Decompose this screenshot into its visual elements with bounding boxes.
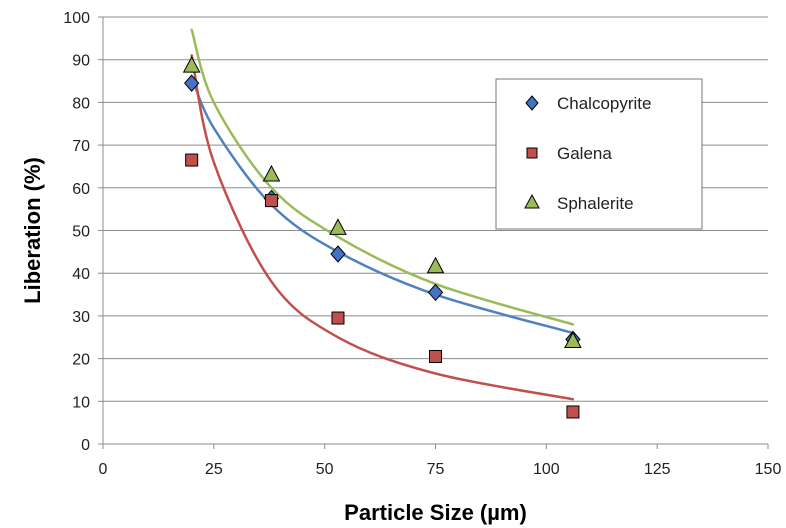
legend-label-sphalerite: Sphalerite [557,194,634,213]
point-galena-106 [566,405,580,419]
x-tick-label-25: 25 [205,461,223,478]
point-sphalerite-38 [262,164,281,182]
point-sphalerite-20 [182,56,201,73]
point-chalcopyrite-20 [184,74,200,92]
y-tick-label-10: 10 [72,394,90,411]
x-tick-label-0: 0 [99,461,108,478]
x-tick-label-150: 150 [755,461,782,478]
x-tick-label-125: 125 [644,461,671,478]
y-tick-label-50: 50 [72,224,90,241]
y-tick-label-40: 40 [72,266,90,283]
x-tick-label-75: 75 [427,461,445,478]
legend-marker-chalcopyrite [525,95,539,111]
legend-marker-sphalerite [524,193,540,209]
point-galena-53 [331,311,345,325]
y-tick-label-0: 0 [81,437,90,454]
legend: Chalcopyrite Galena Sphalerite [495,78,703,230]
legend-marker-galena [526,147,538,159]
point-chalcopyrite-75 [427,283,444,302]
y-axis-title: Liberation (%) [20,157,45,304]
x-tick-label-50: 50 [316,461,334,478]
x-axis-title: Particle Size (µm) [344,500,527,525]
legend-label-galena: Galena [557,144,612,163]
y-tick-label-90: 90 [72,53,90,70]
data-points [182,56,582,419]
point-chalcopyrite-53 [330,245,346,263]
y-tick-label-100: 100 [63,10,90,27]
trendline-chalcopyrite [190,75,575,335]
x-tick-label-100: 100 [533,461,560,478]
y-tick-label-30: 30 [72,309,90,326]
legend-label-chalcopyrite: Chalcopyrite [557,94,652,113]
y-tick-label-70: 70 [72,138,90,155]
y-tick-label-20: 20 [72,352,90,369]
point-sphalerite-75 [426,256,445,274]
point-galena-38 [264,194,278,208]
axes: 0 10 20 30 40 50 60 70 80 90 100 0 25 50 75 100 125 150 [63,10,781,478]
point-galena-75 [429,349,442,363]
gridlines [103,16,768,402]
point-sphalerite-106 [564,331,582,349]
trendline-sphalerite [190,28,575,326]
y-tick-label-80: 80 [72,95,90,112]
trendline-galena [190,54,575,401]
trendlines [190,28,575,401]
point-sphalerite-53 [329,218,347,235]
point-galena-20 [185,153,199,167]
y-tick-label-60: 60 [72,181,90,198]
